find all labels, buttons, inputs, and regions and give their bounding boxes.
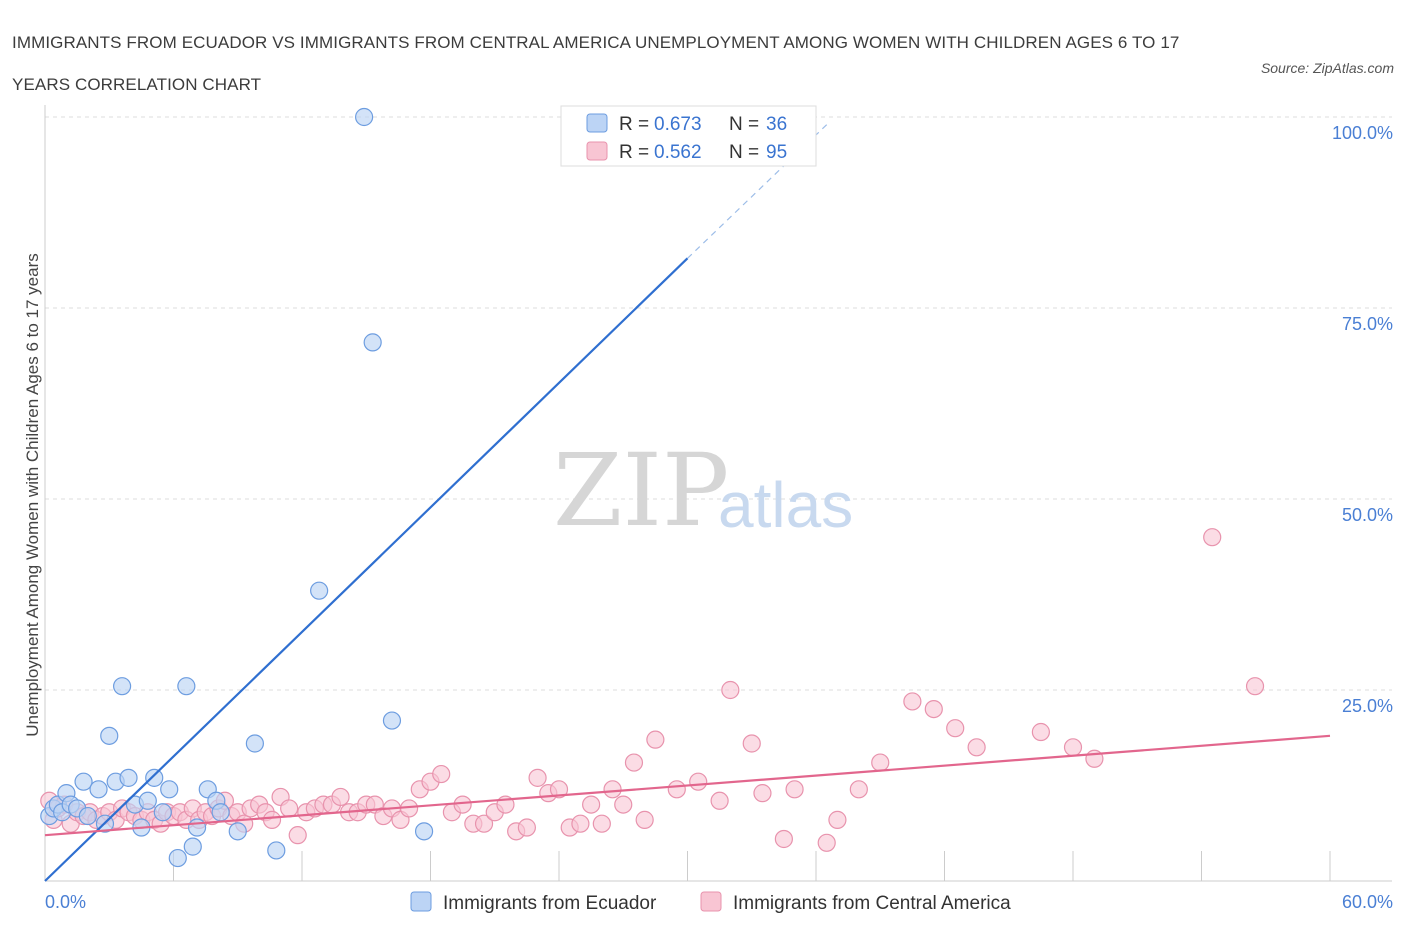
ecuador-point [138,791,157,810]
ecuador-point [211,803,230,822]
y-tick-label: 25.0% [1342,696,1393,716]
central-america-point [331,787,350,807]
central-america-point [1203,528,1222,547]
ecuador-point [160,780,179,799]
legend-swatch-central [586,141,608,161]
y-tick-label: 100.0% [1332,123,1393,143]
central-america-point [924,699,943,719]
watermark: ZIP atlas [553,432,853,549]
central-america-point [582,795,601,814]
y-tick-label: 50.0% [1342,505,1393,525]
bottom-legend-label-central: Immigrants from Central America [733,893,1011,914]
central-america-point [721,680,740,700]
ecuador-point [100,726,119,745]
legend-r-value-ecuador: 0.673 [654,114,702,135]
y-axis-label: Unemployment Among Women with Children A… [23,253,42,737]
ecuador-point [168,848,187,868]
legend-n-label-central: N = [729,142,759,163]
ecuador-point [245,734,264,753]
central-america-point [1063,738,1083,757]
central-america-point [528,768,547,787]
central-america-point [262,810,282,829]
central-america-point [288,826,307,845]
ecuador-trend-line [44,257,689,882]
central-america-point [549,780,569,799]
y-tick-label: 75.0% [1342,314,1393,334]
ecuador-point [112,677,132,696]
chart-title: IMMIGRANTS FROM ECUADOR VS IMMIGRANTS FR… [12,33,1180,94]
central-america-point [742,734,761,753]
top-legend: R = 0.673 N = 36 R = 0.562 N = 95 [560,105,817,167]
ecuador-point [177,677,196,696]
central-america-point [280,799,299,818]
ecuador-point [145,768,164,787]
central-america-point [592,814,611,833]
central-america-point [817,833,836,852]
legend-n-value-ecuador: 36 [766,114,787,135]
central-america-point [474,814,494,833]
central-america-point [1031,722,1050,742]
central-america-point [614,795,633,814]
ecuador-point [228,822,247,841]
central-america-point [903,692,922,711]
ecuador-point [74,772,93,791]
central-america-point [635,810,654,829]
central-america-point [517,818,536,837]
central-america-point [571,814,590,833]
ecuador-point [183,837,202,856]
central-america-point [871,753,890,772]
central-america-point [849,780,868,799]
bottom-legend-label-ecuador: Immigrants from Ecuador [443,893,657,914]
ecuador-point [382,711,402,730]
central-america-point [603,780,622,799]
central-america-point [785,780,804,799]
ecuador-point [119,768,138,787]
ecuador-point [78,806,97,826]
ecuador-point [187,818,207,837]
central-america-trend-line [44,734,1331,837]
y-tick-labels: 25.0% 50.0% 75.0% 100.0% [1332,123,1393,716]
bottom-legend-swatch-ecuador [410,891,432,912]
x-tick-label: 60.0% [1342,892,1393,912]
legend-n-value-central: 95 [766,142,787,163]
legend-n-label-ecuador: N = [729,114,759,135]
legend-r-value-central: 0.562 [654,142,702,163]
x-tick-labels: 0.0% 60.0% [45,892,1393,912]
central-america-point [710,791,729,810]
bottom-legend-swatch-central [700,891,722,912]
central-america-point [689,772,708,791]
ecuador-point [363,333,382,352]
legend-r-label-central: R = [619,142,649,163]
trend-lines [44,124,1331,882]
central-america-point [753,784,772,803]
central-america-point [624,753,644,772]
legend-swatch-ecuador [586,113,608,133]
x-tick-label: 0.0% [45,892,86,912]
central-america-point [432,764,451,784]
ecuador-point [89,780,108,799]
ecuador-points [40,107,434,868]
legend-r-label-ecuador: R = [619,114,649,135]
ecuador-point [414,822,434,841]
watermark-zip: ZIP [553,432,729,549]
ecuador-point [355,107,374,127]
central-america-point [967,738,986,757]
central-america-point [667,780,686,799]
central-america-point [774,829,793,849]
central-america-point [453,795,472,814]
bottom-legend: Immigrants from Ecuador Immigrants from … [410,891,1011,914]
central-america-point [828,810,847,829]
ecuador-point [153,803,172,822]
watermark-atlas: atlas [718,469,853,541]
central-america-point [1245,677,1265,696]
ecuador-point [267,841,286,860]
ecuador-point [310,581,329,600]
central-america-point [946,719,965,738]
central-america-point [646,730,665,749]
chart-source: Source: ZipAtlas.com [1260,60,1394,76]
